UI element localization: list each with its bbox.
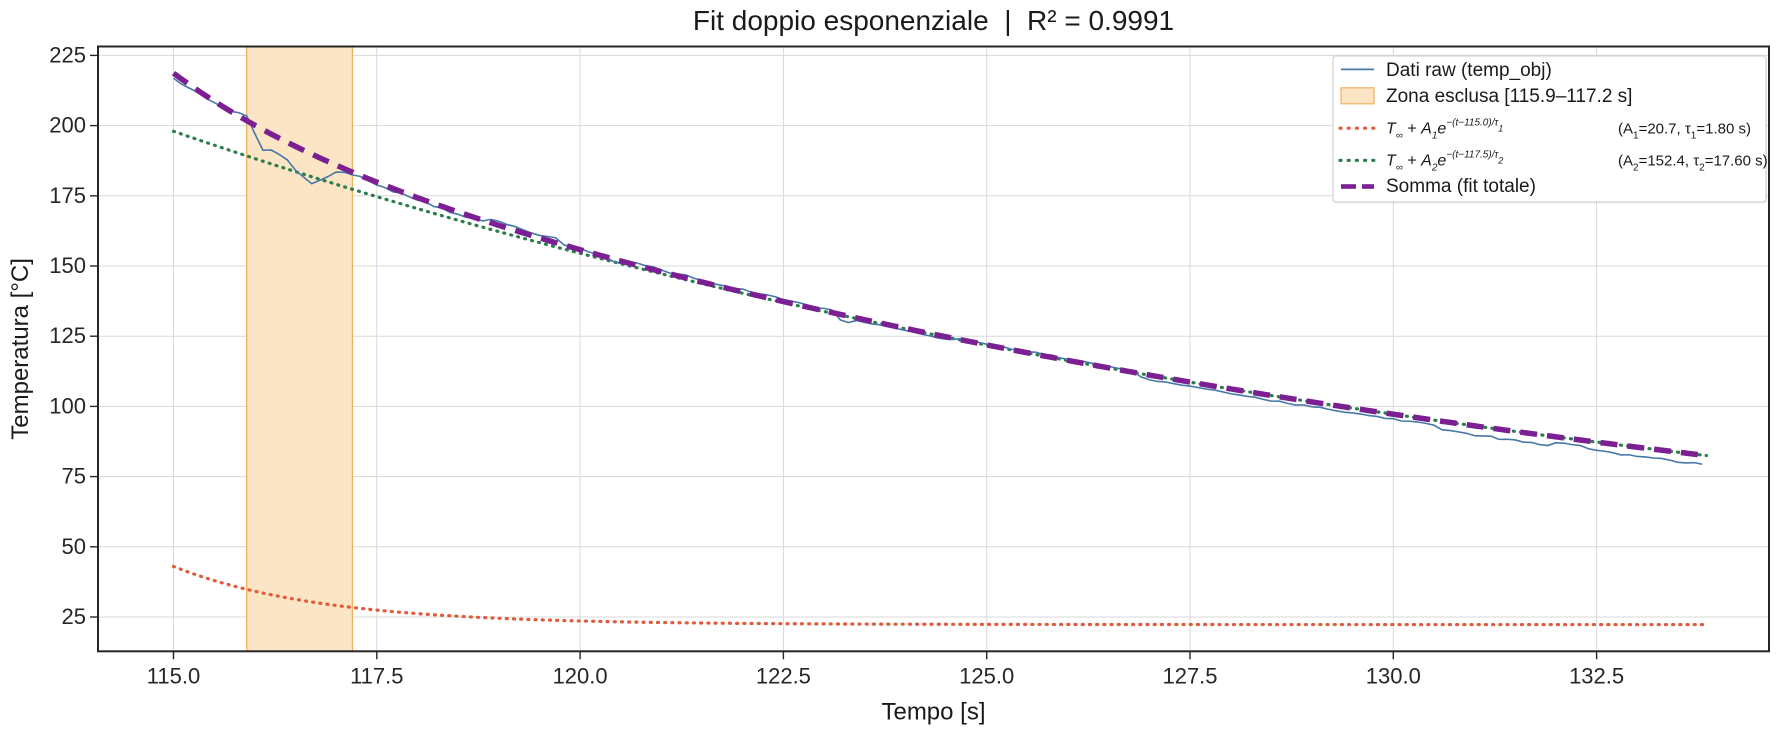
svg-text:225: 225 xyxy=(49,42,86,67)
svg-text:115.0: 115.0 xyxy=(147,663,200,688)
svg-text:200: 200 xyxy=(49,113,86,138)
svg-text:175: 175 xyxy=(49,183,86,208)
svg-text:Somma (fit totale): Somma (fit totale) xyxy=(1386,176,1536,197)
svg-text:130.0: 130.0 xyxy=(1366,663,1421,688)
svg-text:120.0: 120.0 xyxy=(553,663,608,688)
svg-text:Dati raw (temp_obj): Dati raw (temp_obj) xyxy=(1386,60,1552,81)
svg-text:117.5: 117.5 xyxy=(350,663,403,688)
svg-text:Fit doppio esponenziale | R²: Fit doppio esponenziale | R² = 0.9991 xyxy=(693,5,1174,36)
svg-text:150: 150 xyxy=(49,253,86,278)
svg-text:132.5: 132.5 xyxy=(1569,663,1624,688)
svg-text:100: 100 xyxy=(49,393,86,418)
svg-text:Zona esclusa [115.9–117.2 s]: Zona esclusa [115.9–117.2 s] xyxy=(1386,86,1632,107)
svg-text:75: 75 xyxy=(62,464,86,489)
svg-text:25: 25 xyxy=(62,604,86,629)
svg-text:127.5: 127.5 xyxy=(1162,663,1217,688)
svg-text:Temperatura [°C]: Temperatura [°C] xyxy=(7,258,34,440)
svg-text:50: 50 xyxy=(62,534,86,559)
svg-text:122.5: 122.5 xyxy=(756,663,811,688)
svg-text:125: 125 xyxy=(49,323,86,348)
svg-text:125.0: 125.0 xyxy=(959,663,1014,688)
svg-text:Tempo [s]: Tempo [s] xyxy=(881,698,985,725)
